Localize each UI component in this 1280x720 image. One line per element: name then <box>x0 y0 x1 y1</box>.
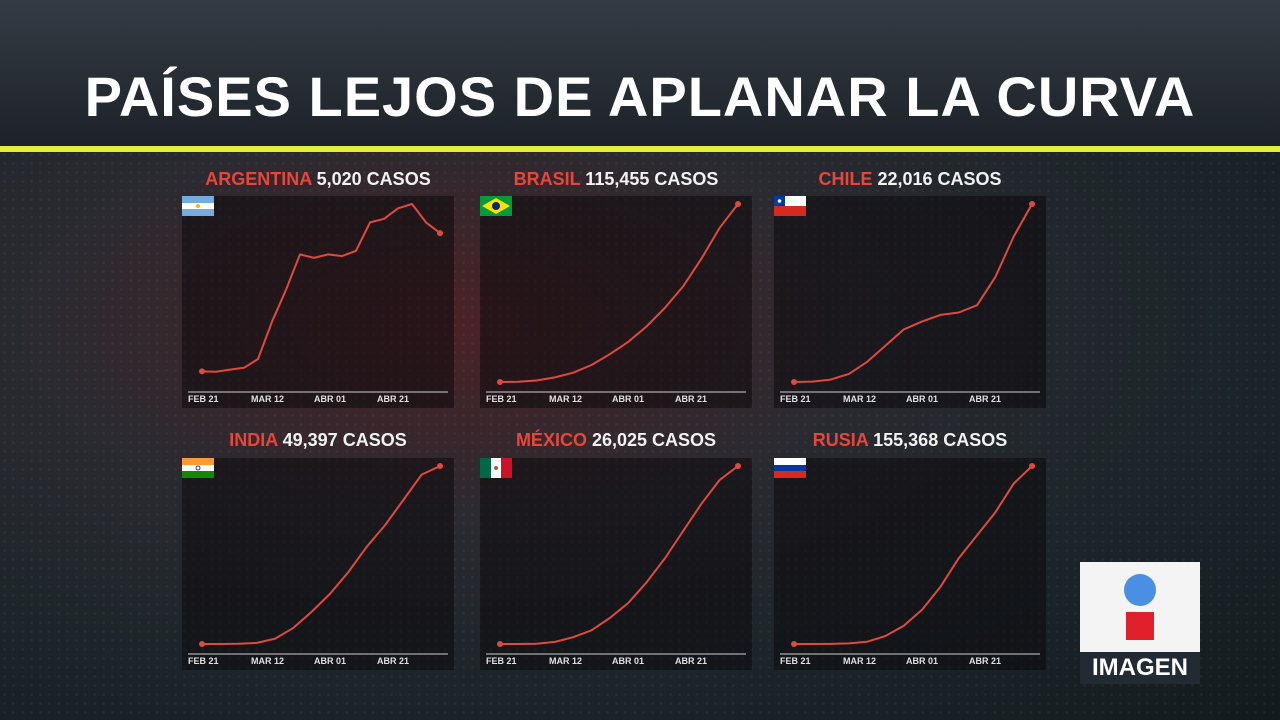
chart-title-brasil: BRASIL 115,455 CASOS <box>480 166 752 192</box>
x-tick-label: ABR 01 <box>612 394 644 404</box>
logo-square-icon <box>1126 612 1154 640</box>
end-point <box>735 201 741 207</box>
chart-panel-india: FEB 21 MAR 12 ABR 01 ABR 21 <box>182 458 454 670</box>
chart-panel-mexico: FEB 21 MAR 12 ABR 01 ABR 21 <box>480 458 752 670</box>
x-tick-label: ABR 01 <box>612 656 644 666</box>
chart-title-argentina: ARGENTINA 5,020 CASOS <box>182 166 454 192</box>
x-tick-label: MAR 12 <box>549 656 582 666</box>
chart-panel-brasil: FEB 21 MAR 12 ABR 01 ABR 21 <box>480 196 752 408</box>
x-tick-label: ABR 21 <box>969 656 1001 666</box>
country-name: BRASIL <box>513 169 581 189</box>
x-tick-label: FEB 21 <box>780 394 811 404</box>
x-tick-label: ABR 01 <box>906 394 938 404</box>
start-point <box>791 641 797 647</box>
series-line <box>202 465 441 645</box>
start-point <box>497 379 503 385</box>
x-tick-label: ABR 21 <box>969 394 1001 404</box>
series-line <box>793 203 1033 383</box>
start-point <box>199 641 205 647</box>
chart-panel-rusia: FEB 21 MAR 12 ABR 01 ABR 21 <box>774 458 1046 670</box>
chile-flag-icon <box>774 196 806 216</box>
brazil-flag-icon <box>480 196 512 216</box>
x-tick-label: ABR 21 <box>675 394 707 404</box>
imagen-logo: IMAGEN <box>1080 562 1200 684</box>
start-point <box>791 379 797 385</box>
x-tick-label: FEB 21 <box>188 656 219 666</box>
x-tick-label: ABR 01 <box>314 656 346 666</box>
cases-count: 155,368 CASOS <box>873 430 1008 450</box>
series-line <box>500 465 739 645</box>
chart-plot: FEB 21 MAR 12 ABR 01 ABR 21 <box>780 463 1040 666</box>
end-point <box>735 463 741 469</box>
x-tick-label: MAR 12 <box>549 394 582 404</box>
end-point <box>437 463 443 469</box>
country-name: RUSIA <box>812 430 869 450</box>
country-name: ARGENTINA <box>205 169 312 189</box>
argentina-flag-icon <box>182 196 214 216</box>
logo-emblem <box>1080 562 1200 652</box>
mexico-flag-icon <box>480 458 512 478</box>
start-point <box>199 368 205 375</box>
series-line <box>499 203 739 383</box>
end-point <box>437 230 443 237</box>
logo-text: IMAGEN <box>1080 652 1200 684</box>
x-tick-label: FEB 21 <box>486 656 517 666</box>
series-line <box>794 465 1033 645</box>
country-name: CHILE <box>818 169 873 189</box>
chart-title-mexico: MÉXICO 26,025 CASOS <box>480 427 752 453</box>
russia-flag-icon <box>774 458 806 478</box>
x-tick-label: ABR 21 <box>377 394 409 404</box>
chart-plot: FEB 21 MAR 12 ABR 01 ABR 21 <box>188 203 448 404</box>
chart-plot: FEB 21 MAR 12 ABR 01 ABR 21 <box>486 463 746 666</box>
chart-panel-chile: FEB 21 MAR 12 ABR 01 ABR 21 <box>774 196 1046 408</box>
x-tick-label: FEB 21 <box>188 394 219 404</box>
chart-plot: FEB 21 MAR 12 ABR 01 ABR 21 <box>486 201 746 404</box>
x-tick-label: MAR 12 <box>251 394 284 404</box>
page-title: PAÍSES LEJOS DE APLANAR LA CURVA <box>84 65 1196 128</box>
chart-panel-argentina: FEB 21 MAR 12 ABR 01 ABR 21 <box>182 196 454 408</box>
country-name: MÉXICO <box>515 430 587 450</box>
cases-count: 22,016 CASOS <box>877 169 1002 189</box>
x-tick-label: MAR 12 <box>843 656 876 666</box>
series-line <box>201 203 441 373</box>
chart-title-india: INDIA 49,397 CASOS <box>182 427 454 453</box>
cases-count: 5,020 CASOS <box>316 169 431 189</box>
end-point <box>1029 463 1035 469</box>
cases-count: 49,397 CASOS <box>282 430 407 450</box>
chart-plot: FEB 21 MAR 12 ABR 01 ABR 21 <box>780 201 1040 404</box>
x-tick-label: FEB 21 <box>780 656 811 666</box>
cases-count: 26,025 CASOS <box>591 430 717 450</box>
country-name: INDIA <box>229 430 278 450</box>
x-tick-label: MAR 12 <box>251 656 284 666</box>
chart-plot: FEB 21 MAR 12 ABR 01 ABR 21 <box>188 463 448 666</box>
chart-title-chile: CHILE 22,016 CASOS <box>774 166 1046 192</box>
chart-title-rusia: RUSIA 155,368 CASOS <box>774 427 1046 453</box>
x-tick-label: MAR 12 <box>843 394 876 404</box>
x-tick-label: FEB 21 <box>486 394 517 404</box>
cases-count: 115,455 CASOS <box>585 169 719 189</box>
start-point <box>497 641 503 647</box>
end-point <box>1029 201 1035 207</box>
header-banner: PAÍSES LEJOS DE APLANAR LA CURVA <box>0 0 1280 146</box>
x-tick-label: ABR 01 <box>906 656 938 666</box>
x-tick-label: ABR 21 <box>675 656 707 666</box>
header-accent-line <box>0 146 1280 152</box>
logo-circle-icon <box>1124 574 1156 606</box>
x-tick-label: ABR 21 <box>377 656 409 666</box>
india-flag-icon <box>182 458 214 478</box>
x-tick-label: ABR 01 <box>314 394 346 404</box>
